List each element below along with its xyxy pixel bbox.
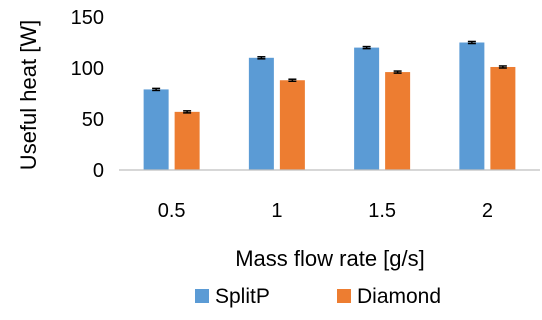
y-tick-label: 150 [71, 7, 104, 29]
bar-diamond-2 [490, 66, 516, 170]
bar-splitp-2 [459, 42, 485, 170]
x-tick-label: 2 [482, 200, 493, 222]
x-axis-title: Mass flow rate [g/s] [235, 246, 425, 271]
legend-swatch-diamond [337, 289, 351, 303]
y-tick-label: 100 [71, 58, 104, 80]
x-tick-labels: 0.5 1 1.5 2 [158, 200, 493, 222]
legend: SplitP Diamond [195, 285, 441, 308]
bars [143, 42, 516, 170]
bar-splitp-0.5 [143, 89, 169, 170]
y-tick-label: 50 [82, 109, 104, 131]
bar-diamond-1.5 [385, 72, 411, 170]
x-tick-label: 1 [271, 200, 282, 222]
bar-splitp-1.5 [354, 47, 380, 170]
bar-splitp-1 [248, 57, 274, 170]
legend-label-splitp: SplitP [215, 285, 270, 308]
y-axis-title: Useful heat [W] [16, 20, 41, 170]
bar-diamond-1 [279, 80, 305, 170]
legend-swatch-splitp [195, 289, 209, 303]
legend-label-diamond: Diamond [357, 285, 441, 308]
error-bars [152, 40, 507, 114]
bar-diamond-0.5 [174, 111, 200, 170]
x-tick-label: 0.5 [158, 200, 186, 222]
y-tick-label: 0 [93, 160, 104, 182]
x-tick-label: 1.5 [368, 200, 396, 222]
y-tick-labels: 0 50 100 150 [71, 7, 104, 182]
